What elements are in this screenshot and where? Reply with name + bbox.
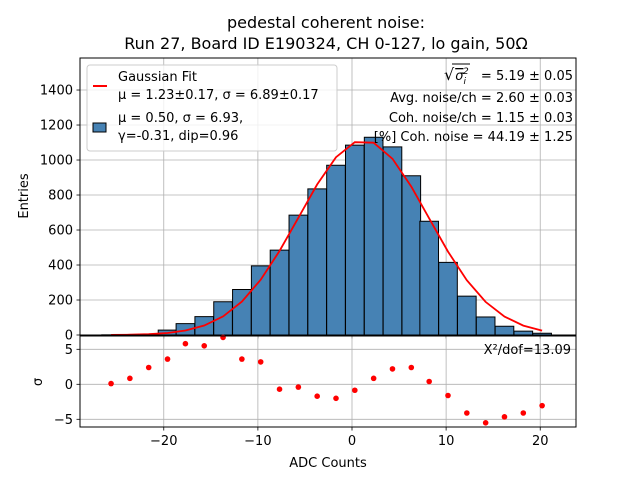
histogram-bar bbox=[345, 144, 365, 336]
residual-point bbox=[370, 375, 377, 382]
histogram-bar bbox=[419, 220, 439, 336]
sigma-i-value: = 5.19 ± 0.05 bbox=[481, 69, 573, 84]
legend-frame bbox=[86, 64, 338, 152]
histogram-bar bbox=[250, 265, 271, 336]
top-y-tick-label: 200 bbox=[48, 294, 73, 309]
coh-noise-text: Coh. noise/ch = 1.15 ± 0.03 bbox=[389, 111, 573, 126]
legend: Gaussian Fit μ = 1.23±0.17, σ = 6.89±0.1… bbox=[86, 64, 338, 152]
residual-point bbox=[333, 395, 339, 402]
histogram-bar bbox=[475, 316, 496, 336]
bottom-y-tick-label: 5 bbox=[65, 343, 73, 358]
histogram-bar bbox=[513, 330, 534, 336]
legend-hist-swatch bbox=[92, 122, 107, 133]
residual-points bbox=[108, 334, 545, 426]
legend-fit-params: μ = 1.23±0.17, σ = 6.89±0.17 bbox=[118, 88, 319, 103]
residual-point bbox=[539, 402, 545, 409]
histogram-bar bbox=[269, 249, 290, 336]
sigma-i-symbol: √σi2 bbox=[444, 65, 469, 87]
histogram-bar bbox=[326, 164, 346, 336]
bottom-ylabel: σ bbox=[31, 378, 46, 386]
top-y-tick-label: 800 bbox=[48, 189, 73, 204]
residual-point bbox=[145, 364, 152, 371]
top-ylabel: Entries bbox=[17, 173, 32, 219]
histogram-bars bbox=[101, 136, 552, 336]
top-y-tick-label: 0 bbox=[65, 329, 73, 344]
gaussian-fit-line bbox=[111, 141, 543, 336]
residual-point bbox=[295, 384, 302, 390]
residual-point bbox=[314, 393, 320, 400]
histogram-bar bbox=[307, 188, 327, 336]
residual-point bbox=[182, 340, 189, 347]
top-y-tick-label: 400 bbox=[48, 259, 73, 274]
bottom-grid bbox=[80, 336, 576, 427]
residual-point bbox=[276, 386, 283, 393]
bottom-axis-ticks: −20 −10 0 10 20 −5 0 5 bbox=[54, 343, 549, 449]
top-y-tick-label: 600 bbox=[48, 224, 73, 239]
residual-point bbox=[127, 375, 133, 382]
histogram-bar bbox=[213, 301, 233, 336]
residual-point bbox=[464, 410, 470, 416]
chart-title-line-1: pedestal coherent noise: bbox=[227, 13, 425, 32]
bottom-x-tick-label: 10 bbox=[438, 434, 455, 449]
residual-point bbox=[352, 387, 358, 394]
histogram-bar bbox=[494, 325, 515, 336]
coh-noise-percent-text: [%] Coh. noise = 44.19 ± 1.25 bbox=[374, 130, 573, 145]
stats-annotations: √σi2 = 5.19 ± 0.05 Avg. noise/ch = 2.60 … bbox=[374, 63, 573, 145]
legend-hist-label-line-1: μ = 0.50, σ = 6.93, bbox=[118, 111, 243, 126]
residual-point bbox=[501, 414, 508, 420]
avg-noise-text: Avg. noise/ch = 2.60 ± 0.03 bbox=[390, 91, 573, 106]
histogram-bar bbox=[288, 214, 309, 336]
residual-point bbox=[239, 356, 245, 362]
bottom-axes-frame bbox=[79, 335, 577, 428]
top-axis-ticks: 0 200 400 600 800 1000 1200 1400 bbox=[40, 84, 541, 344]
top-y-tick-label: 1200 bbox=[40, 119, 73, 134]
histogram-bar bbox=[457, 295, 477, 336]
top-y-tick-label: 1000 bbox=[40, 154, 73, 169]
residual-point bbox=[201, 343, 208, 349]
chi2-annotation: X²/dof=13.09 bbox=[484, 343, 571, 358]
top-y-tick-label: 1400 bbox=[40, 84, 73, 99]
histogram-bar bbox=[232, 289, 252, 336]
residual-point bbox=[108, 380, 114, 387]
residual-point bbox=[445, 392, 451, 399]
top-axes-frame bbox=[79, 57, 577, 336]
histogram-bar bbox=[438, 261, 458, 336]
bottom-x-tick-label: −10 bbox=[244, 434, 271, 449]
bottom-x-tick-label: 20 bbox=[532, 434, 549, 449]
residual-point bbox=[257, 359, 264, 365]
bottom-y-tick-label: −5 bbox=[54, 413, 73, 428]
residual-point bbox=[520, 410, 527, 416]
residual-point bbox=[220, 334, 226, 341]
residual-point bbox=[482, 420, 489, 426]
chart-title-line-2: Run 27, Board ID E190324, CH 0-127, lo g… bbox=[124, 34, 527, 53]
residual-point bbox=[389, 366, 396, 372]
histogram-bar bbox=[363, 136, 384, 336]
bottom-x-tick-label: 0 bbox=[348, 434, 356, 449]
xlabel: ADC Counts bbox=[289, 456, 367, 471]
bottom-y-tick-label: 0 bbox=[65, 378, 73, 393]
legend-hist-label-line-2: γ=-0.31, dip=0.96 bbox=[118, 129, 238, 144]
legend-fit-label: Gaussian Fit bbox=[118, 70, 197, 85]
bottom-x-tick-label: −20 bbox=[150, 434, 177, 449]
residual-point bbox=[408, 364, 415, 371]
residual-point bbox=[426, 378, 432, 385]
histogram-bar bbox=[382, 146, 403, 336]
residual-point bbox=[164, 356, 171, 362]
